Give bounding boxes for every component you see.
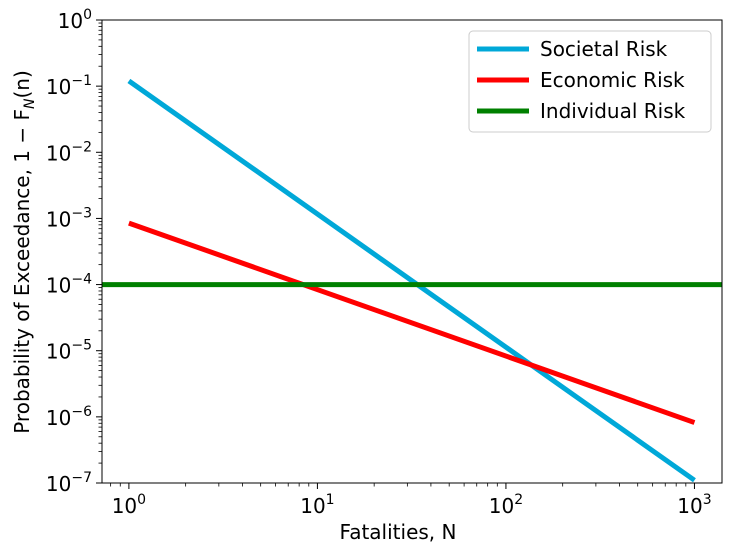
y-tick-label-base: 10 [46,340,71,364]
y-tick-label: 10−4 [46,272,92,298]
y-axis-label-sub: N [22,98,38,109]
y-tick-label-base: 10 [46,207,71,231]
y-tick-label: 100 [58,7,92,33]
axis-tick-labels: 100 101 102 10310010−110−210−310−410−510−61… [46,7,712,518]
x-tick-label: 101 [300,492,334,518]
y-tick-label-base: 10 [46,75,71,99]
y-tick-label-exp: −3 [71,205,92,221]
y-tick-label: 10−1 [46,73,92,99]
plot-content [102,78,722,483]
x-axis-label: Fatalities, N [340,520,457,544]
y-axis-label-main: Probability of Exceedance, 1 − F [10,109,34,434]
x-tick-label-exp: 0 [137,492,146,508]
x-tick-label-exp: 3 [703,492,712,508]
y-tick-label-exp: 0 [83,7,92,23]
x-tick-label: 103 [677,492,711,518]
y-tick-label-exp: −2 [71,139,92,155]
x-tick-label-exp: 1 [326,492,335,508]
x-tick-label: 102 [489,492,523,518]
y-tick-label: 10−6 [46,404,92,430]
legend-label-societal-risk: Societal Risk [540,37,668,61]
y-tick-label: 10−2 [46,139,92,165]
y-tick-label: 10−7 [46,470,92,496]
y-tick-label-exp: −6 [71,404,92,420]
y-tick-label-exp: −1 [71,73,92,89]
y-tick-label-base: 10 [46,472,71,496]
y-tick-label-base: 10 [46,274,71,298]
legend-label-individual-risk: Individual Risk [540,99,686,123]
x-tick-label-base: 10 [300,494,325,518]
y-tick-label-exp: −5 [71,338,92,354]
y-tick-label-exp: −7 [71,470,92,486]
legend-label-economic-risk: Economic Risk [540,68,685,92]
y-tick-label-exp: −4 [71,272,92,288]
y-tick-label: 10−5 [46,338,92,364]
y-tick-label: 10−3 [46,205,92,231]
y-axis-label-tail: (n) [10,70,34,98]
x-tick-label-base: 10 [489,494,514,518]
x-tick-label-exp: 2 [514,492,523,508]
legend-box [468,30,712,133]
y-tick-label-base: 10 [58,9,83,33]
plot-frame [101,19,723,484]
series-line-economic-risk [128,220,696,425]
legend: Societal Risk Economic Risk Individual Ris… [468,30,712,133]
y-tick-label-base: 10 [46,141,71,165]
y-axis-label: Probability of Exceedance, 1 − FN(n) [10,70,38,434]
series-line-societal-risk [127,78,696,483]
y-tick-label-base: 10 [46,406,71,430]
axis-ticks [96,19,695,489]
x-tick-label-base: 10 [677,494,702,518]
x-tick-label-base: 10 [112,494,137,518]
x-tick-label: 100 [112,492,146,518]
